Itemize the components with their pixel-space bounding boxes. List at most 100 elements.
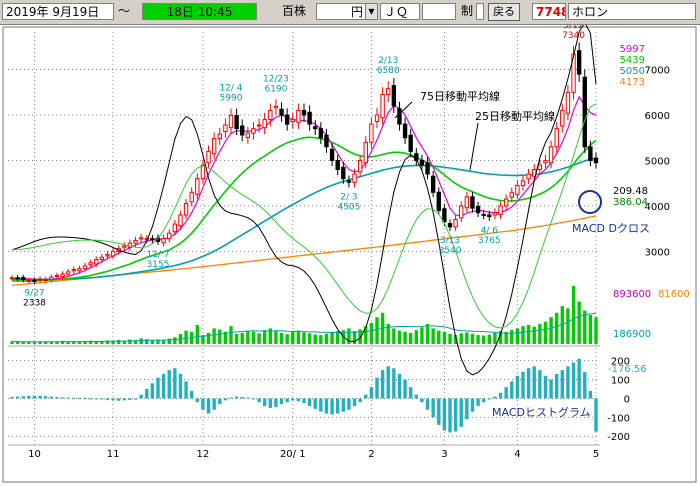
candle-body <box>43 279 48 282</box>
histogram-bar <box>543 375 548 399</box>
candle-body <box>9 277 15 280</box>
histogram-bar <box>257 398 261 403</box>
histogram-bar <box>150 383 155 399</box>
volume-bar <box>583 310 587 344</box>
candle-body <box>475 205 481 214</box>
candle-body <box>357 159 363 173</box>
histogram-bar <box>229 397 233 399</box>
volume-bar <box>459 333 463 344</box>
candle-body <box>436 191 441 211</box>
candle-body <box>178 214 183 227</box>
end-date-field[interactable]: 18日 10:45 <box>142 3 257 20</box>
candle-body <box>520 180 526 186</box>
volume-bar <box>515 328 520 344</box>
hist-tick-label: -200 <box>607 432 630 443</box>
histogram-bar <box>414 394 418 399</box>
histogram-bar <box>403 379 407 399</box>
histogram-bar <box>66 397 70 399</box>
candle-body <box>363 141 368 164</box>
market-extra-field[interactable] <box>422 3 456 20</box>
candle-body <box>313 126 318 130</box>
histogram-bar <box>167 370 171 399</box>
back-button[interactable]: 戻る <box>488 3 520 21</box>
candle-body <box>234 114 239 130</box>
volume-bar <box>234 333 239 344</box>
histogram-bar <box>268 398 272 408</box>
volume-bar <box>246 330 250 344</box>
histogram-bar <box>504 387 508 399</box>
candle-body <box>419 159 425 166</box>
volume-bar <box>555 312 559 344</box>
candle-body <box>172 223 178 233</box>
candle-body <box>526 173 531 180</box>
candle-body <box>374 114 380 122</box>
volume-bar <box>420 327 424 344</box>
candle-body <box>554 128 559 148</box>
price-label-date: 12/23 <box>263 74 289 84</box>
candle-body <box>228 114 234 129</box>
candle-body <box>335 159 340 171</box>
volume-bar <box>150 339 155 344</box>
candle-body <box>49 276 54 281</box>
price-label-value: 6190 <box>264 84 287 94</box>
histogram-bar <box>319 398 323 412</box>
candle-body <box>296 109 301 123</box>
price-tick-label: 3000 <box>645 247 670 258</box>
candle-body <box>110 250 116 257</box>
histogram-bar <box>336 398 340 414</box>
volume-bar <box>72 341 76 344</box>
candle-body <box>273 105 279 109</box>
histogram-bar <box>161 373 166 399</box>
ma25-pointer <box>469 122 479 171</box>
candle-body <box>470 196 475 209</box>
volume-bar <box>543 321 548 344</box>
candle-body <box>122 245 127 248</box>
volume-ref-label: 81600 <box>658 289 690 300</box>
price-label-date: 9/27 <box>24 289 44 299</box>
x-tick-label: 10 <box>28 449 41 460</box>
volume-bar <box>538 323 542 344</box>
start-date-field[interactable]: 2019年 9月19日 <box>2 3 114 20</box>
histogram-bar <box>178 373 183 399</box>
chevron-down-icon[interactable]: ▼ <box>365 4 377 19</box>
macd-signal-line <box>11 103 597 329</box>
x-tick-label: 11 <box>107 449 120 460</box>
name-field[interactable]: ホロン <box>568 3 696 20</box>
signal-value-label: 386.04 <box>613 197 648 208</box>
histogram-bar <box>44 396 48 399</box>
histogram-bar <box>453 398 458 432</box>
legend-value: 5439 <box>620 55 645 66</box>
volume-bar <box>139 338 143 344</box>
volume-bar <box>77 341 82 344</box>
candle-body <box>189 191 194 203</box>
histogram-bar <box>122 398 126 401</box>
histogram-bar <box>375 377 379 399</box>
candle-body <box>341 166 346 180</box>
candle-body <box>77 268 82 272</box>
candle-body <box>200 164 206 180</box>
volume-bar <box>330 332 334 344</box>
currency-select[interactable]: 円 ▼ <box>316 3 378 20</box>
volume-max-label: 893600 <box>613 289 651 300</box>
candle-body <box>503 198 509 207</box>
price-tick-label: 7000 <box>645 66 670 77</box>
candle-body <box>183 203 189 216</box>
volume-bar <box>352 331 357 344</box>
histogram-bar <box>21 396 25 399</box>
histogram-bar <box>448 398 452 433</box>
candle-body <box>138 237 144 240</box>
ma75-line <box>11 157 597 281</box>
volume-bar <box>324 333 329 344</box>
histogram-bar <box>594 398 598 432</box>
volume-bar <box>431 328 435 344</box>
market-field[interactable]: ＪＱ <box>380 3 420 20</box>
candle-body <box>324 134 329 148</box>
ma75-annotation: 75日移動平均線 <box>420 89 500 103</box>
code-field[interactable]: 7748 <box>532 3 566 20</box>
candle-body <box>582 76 587 148</box>
system-field[interactable] <box>476 3 484 20</box>
price-label-date: 3/13 <box>440 236 460 246</box>
volume-bar <box>122 340 126 344</box>
histogram-bar <box>521 372 525 399</box>
candle-body <box>576 50 582 75</box>
